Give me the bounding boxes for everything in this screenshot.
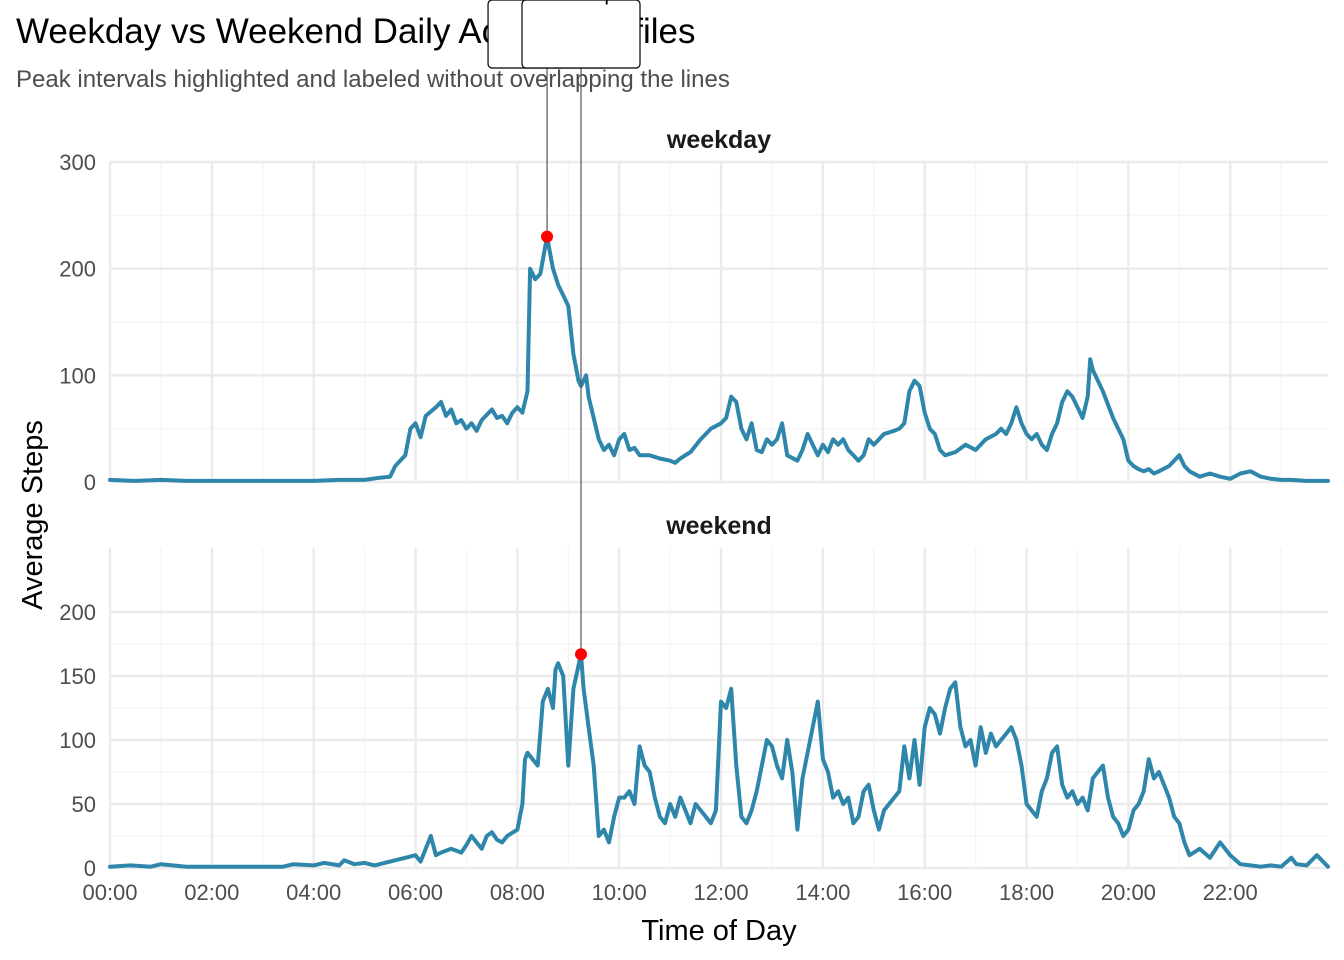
- x-tick-label: 06:00: [388, 880, 443, 905]
- panel-weekend: 0 50 100 150 200 weekend 09:15167 steps: [59, 0, 1330, 881]
- series-line: [108, 234, 1330, 483]
- y-tick-label: 200: [59, 257, 96, 282]
- x-axis-title: Time of Day: [641, 915, 797, 947]
- series-line: [108, 652, 1330, 869]
- x-tick-label: 14:00: [795, 880, 850, 905]
- panel-weekday: 0100200300weekday08:35230 steps: [59, 0, 1330, 495]
- y-tick-label: 100: [59, 363, 96, 388]
- x-tick-label: 22:00: [1203, 880, 1258, 905]
- y-tick-label: 150: [59, 664, 96, 689]
- peak-point: [575, 648, 588, 661]
- x-tick-label: 16:00: [897, 880, 952, 905]
- y-tick-label: 300: [59, 150, 96, 175]
- peak-time-label: 09:15: [555, 0, 608, 5]
- y-tick-label: 0: [84, 856, 96, 881]
- y-tick-label: 200: [59, 600, 96, 625]
- x-tick-label: 00:00: [82, 880, 137, 905]
- x-tick-label: 12:00: [694, 880, 749, 905]
- x-tick-label: 10:00: [592, 880, 647, 905]
- y-tick-label: 50: [72, 792, 96, 817]
- peak-point: [541, 230, 554, 243]
- x-tick-label: 08:00: [490, 880, 545, 905]
- x-tick-label: 04:00: [286, 880, 341, 905]
- x-tick-label: 20:00: [1101, 880, 1156, 905]
- peak-steps-label: 167 steps: [535, 0, 626, 5]
- chart-subtitle: Peak intervals highlighted and labeled w…: [16, 66, 730, 93]
- y-axis-title: Average Steps: [17, 420, 49, 610]
- x-tick-label: 02:00: [184, 880, 239, 905]
- x-tick-label: 18:00: [999, 880, 1054, 905]
- y-tick-label: 0: [84, 470, 96, 495]
- peak-label-box: [521, 0, 641, 69]
- facet-label: weekend: [665, 512, 772, 540]
- y-tick-label: 100: [59, 728, 96, 753]
- facet-label: weekday: [666, 126, 771, 154]
